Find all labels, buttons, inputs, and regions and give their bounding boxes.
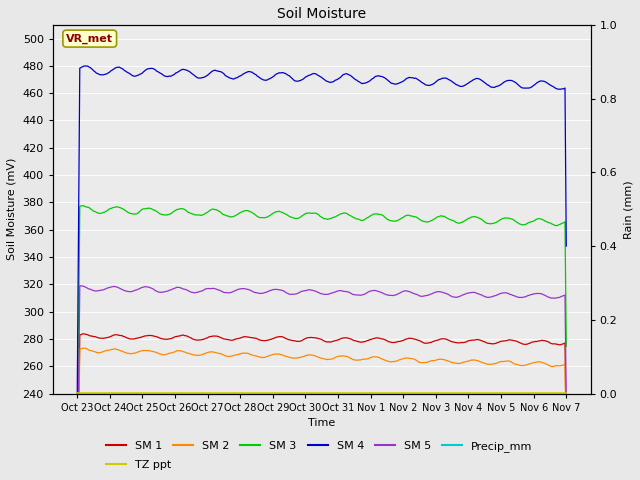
SM 3: [423, 219, 431, 225]
Precip_mm: [495, 391, 502, 396]
Y-axis label: Soil Moisture (mV): Soil Moisture (mV): [7, 158, 17, 261]
SM 2: [92, 349, 99, 355]
SM 2: [560, 362, 568, 368]
Title: Soil Moisture: Soil Moisture: [277, 7, 366, 21]
SM 2: [326, 356, 334, 362]
Text: VR_met: VR_met: [66, 34, 113, 44]
Line: SM 4: SM 4: [77, 66, 566, 396]
Precip_mm: [325, 391, 333, 396]
SM 1: [563, 435, 570, 441]
SM 5: [496, 291, 504, 297]
Line: SM 2: SM 2: [77, 348, 566, 480]
Precip_mm: [563, 391, 570, 396]
SM 1: [92, 334, 99, 339]
TZ ppt: [90, 390, 98, 396]
Precip_mm: [559, 391, 566, 396]
SM 3: [496, 217, 504, 223]
SM 4: [83, 63, 90, 69]
SM 5: [423, 292, 431, 298]
SM 5: [92, 288, 99, 294]
TZ ppt: [106, 390, 113, 396]
SM 3: [326, 216, 334, 222]
SM 5: [107, 284, 115, 290]
TZ ppt: [422, 390, 429, 396]
SM 2: [563, 450, 570, 456]
SM 5: [77, 283, 85, 288]
Precip_mm: [90, 391, 98, 396]
SM 4: [563, 243, 570, 249]
SM 1: [496, 339, 504, 345]
Precip_mm: [74, 391, 81, 396]
SM 2: [496, 359, 504, 365]
TZ ppt: [559, 390, 566, 396]
SM 4: [496, 82, 504, 88]
Precip_mm: [106, 391, 113, 396]
SM 4: [560, 86, 568, 92]
SM 3: [74, 462, 81, 468]
TZ ppt: [495, 390, 502, 396]
TZ ppt: [74, 390, 81, 396]
SM 5: [326, 291, 334, 297]
Y-axis label: Rain (mm): Rain (mm): [623, 180, 633, 239]
SM 4: [423, 82, 431, 88]
TZ ppt: [325, 390, 333, 396]
SM 1: [80, 331, 88, 337]
SM 2: [107, 347, 115, 353]
SM 1: [423, 340, 431, 346]
SM 3: [563, 344, 570, 349]
SM 1: [560, 341, 568, 347]
SM 3: [107, 205, 115, 211]
Line: SM 1: SM 1: [77, 334, 566, 480]
SM 2: [81, 345, 89, 351]
SM 3: [560, 220, 568, 226]
SM 4: [92, 69, 99, 75]
Line: SM 3: SM 3: [77, 206, 566, 465]
Precip_mm: [422, 391, 429, 396]
X-axis label: Time: Time: [308, 418, 335, 428]
SM 4: [107, 68, 115, 74]
SM 1: [326, 339, 334, 345]
TZ ppt: [563, 390, 570, 396]
Legend: TZ ppt: TZ ppt: [101, 456, 175, 475]
SM 1: [107, 334, 115, 339]
SM 2: [423, 360, 431, 365]
SM 4: [74, 393, 81, 398]
SM 3: [92, 209, 99, 215]
SM 4: [326, 80, 334, 85]
SM 5: [563, 399, 570, 405]
Line: SM 5: SM 5: [77, 286, 566, 480]
SM 3: [79, 203, 86, 209]
SM 5: [560, 293, 568, 299]
